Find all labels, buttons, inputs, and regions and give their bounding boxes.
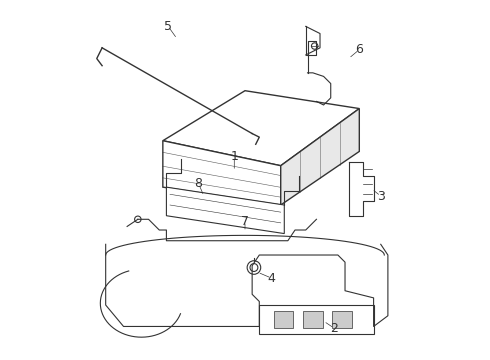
Polygon shape [163,141,281,205]
Text: 4: 4 [268,272,276,285]
Bar [303,311,322,328]
Bar [273,311,293,328]
Text: 3: 3 [377,190,385,203]
Bar [332,311,352,328]
Text: 6: 6 [355,43,363,56]
Text: 5: 5 [164,20,172,33]
Text: 8: 8 [195,177,202,190]
Text: 7: 7 [241,215,249,228]
Polygon shape [167,187,284,234]
Text: 1: 1 [230,150,238,163]
Polygon shape [259,305,373,334]
Text: 2: 2 [330,322,338,335]
Polygon shape [281,109,359,205]
Polygon shape [163,91,359,166]
